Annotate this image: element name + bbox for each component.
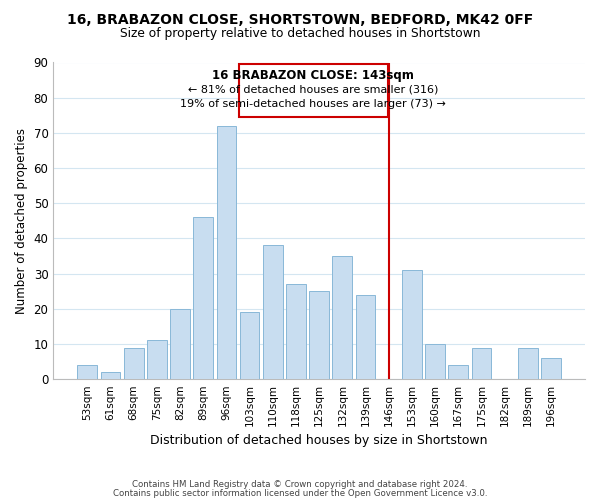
Text: Contains public sector information licensed under the Open Government Licence v3: Contains public sector information licen…: [113, 488, 487, 498]
Bar: [472, 348, 491, 379]
Text: ← 81% of detached houses are smaller (316): ← 81% of detached houses are smaller (31…: [188, 85, 439, 95]
Text: 16 BRABAZON CLOSE: 143sqm: 16 BRABAZON CLOSE: 143sqm: [212, 70, 414, 82]
Bar: [101, 372, 121, 379]
Text: 16, BRABAZON CLOSE, SHORTSTOWN, BEDFORD, MK42 0FF: 16, BRABAZON CLOSE, SHORTSTOWN, BEDFORD,…: [67, 12, 533, 26]
Bar: [240, 312, 259, 379]
Text: Size of property relative to detached houses in Shortstown: Size of property relative to detached ho…: [120, 28, 480, 40]
Bar: [425, 344, 445, 379]
Text: Contains HM Land Registry data © Crown copyright and database right 2024.: Contains HM Land Registry data © Crown c…: [132, 480, 468, 489]
Bar: [170, 309, 190, 379]
FancyBboxPatch shape: [239, 64, 388, 117]
Bar: [332, 256, 352, 379]
Bar: [193, 218, 213, 379]
Bar: [217, 126, 236, 379]
Bar: [147, 340, 167, 379]
Bar: [286, 284, 306, 379]
Bar: [263, 246, 283, 379]
Bar: [402, 270, 422, 379]
Bar: [448, 365, 468, 379]
Bar: [541, 358, 561, 379]
Bar: [124, 348, 143, 379]
Bar: [356, 294, 376, 379]
Y-axis label: Number of detached properties: Number of detached properties: [15, 128, 28, 314]
Text: 19% of semi-detached houses are larger (73) →: 19% of semi-detached houses are larger (…: [181, 99, 446, 109]
X-axis label: Distribution of detached houses by size in Shortstown: Distribution of detached houses by size …: [151, 434, 488, 448]
Bar: [518, 348, 538, 379]
Bar: [309, 291, 329, 379]
Bar: [77, 365, 97, 379]
